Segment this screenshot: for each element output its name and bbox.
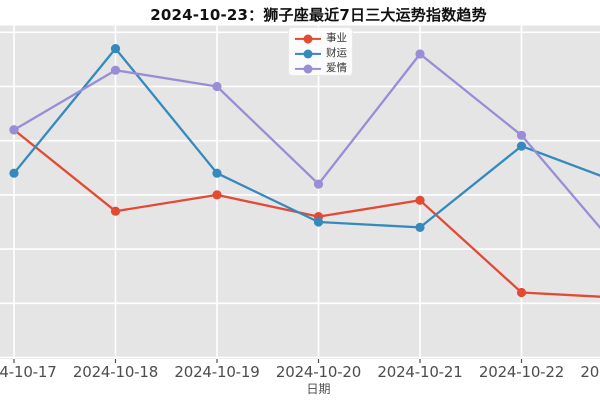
series-marker-career: [212, 190, 222, 200]
series-marker-wealth: [415, 222, 425, 232]
series-marker-wealth: [110, 44, 121, 54]
series-marker-love: [415, 49, 425, 59]
legend-marker-icon: [295, 47, 321, 60]
series-marker-love: [110, 65, 121, 75]
series-marker-love: [313, 179, 324, 189]
x-tick-label: 2024-10-22: [478, 363, 565, 381]
legend-dot: [303, 64, 313, 73]
legend-label: 爱情: [326, 62, 347, 75]
series-marker-wealth: [9, 168, 19, 178]
legend-dot: [303, 34, 313, 43]
legend-dot: [303, 49, 313, 58]
x-tick-label: 2024-10-21: [377, 363, 463, 381]
series-marker-career: [415, 195, 425, 205]
x-tick-label: 2024-10-20: [275, 363, 362, 381]
series-marker-wealth: [313, 217, 324, 227]
x-tick-label: 2024-10-23: [580, 363, 600, 381]
series-marker-career: [110, 206, 121, 216]
chart-title: 2024-10-23：狮子座最近7日三大运势指数趋势: [150, 6, 487, 24]
series-marker-wealth: [516, 141, 527, 151]
x-tick-label: 2024-10-18: [72, 363, 159, 381]
x-axis-title: 日期: [306, 382, 331, 396]
legend: 事业 财运 爱情: [288, 27, 353, 76]
series-marker-wealth: [212, 168, 222, 178]
legend-item-wealth: 财运: [295, 46, 352, 61]
legend-marker-icon: [295, 62, 321, 75]
x-tick-label: 2024-10-17: [0, 363, 57, 381]
x-tick-label: 2024-10-19: [174, 363, 260, 381]
series-marker-love: [516, 130, 527, 140]
legend-item-love: 爱情: [295, 61, 352, 76]
legend-item-career: 事业: [295, 31, 352, 46]
legend-label: 财运: [326, 47, 347, 60]
series-marker-love: [9, 125, 19, 135]
legend-marker-icon: [295, 32, 321, 45]
series-marker-love: [212, 81, 222, 92]
series-marker-career: [516, 287, 527, 298]
legend-label: 事业: [326, 32, 347, 45]
